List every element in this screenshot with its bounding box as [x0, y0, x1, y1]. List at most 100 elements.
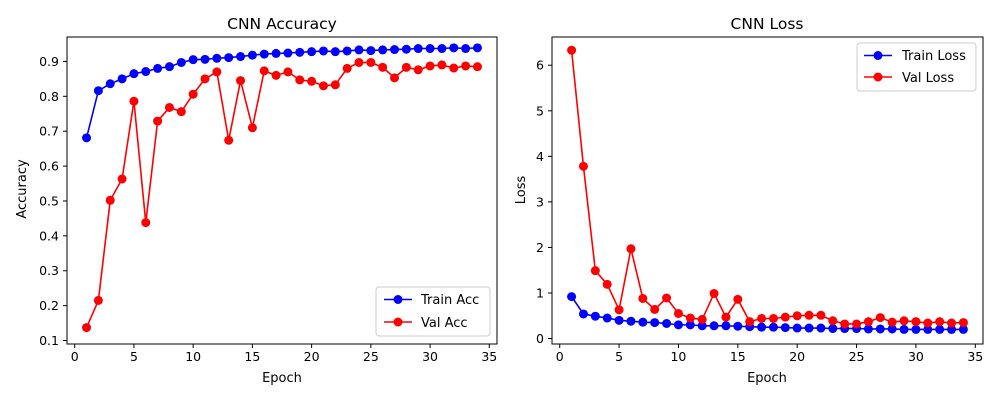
loss-train-loss-line: [570, 296, 964, 331]
acc-train-acc-point: [271, 48, 281, 58]
acc-train-acc-point: [141, 67, 151, 77]
acc-val-acc-point: [330, 80, 340, 90]
acc-val-acc-point: [378, 62, 388, 72]
acc-val-acc-point: [105, 195, 115, 205]
loss-val-loss-point: [650, 304, 660, 314]
loss-legend: Train Loss Val Loss: [856, 42, 977, 92]
loss-train-loss-point: [685, 320, 695, 330]
loss-train-loss-point: [662, 319, 672, 329]
acc-val-acc-point: [236, 76, 246, 86]
loss-val-loss-point: [840, 319, 850, 329]
loss-val-loss-point: [899, 316, 909, 326]
acc-train-acc-point: [188, 55, 198, 65]
acc-train-acc-point: [307, 47, 317, 57]
loss-val-loss-point: [638, 293, 648, 303]
accuracy-plot-frame: [66, 36, 498, 345]
acc-train-acc-point: [437, 44, 447, 54]
acc-val-acc-line: [85, 61, 478, 328]
acc-train-acc-point: [330, 47, 340, 57]
acc-y-tick-label: 0.2: [39, 298, 59, 313]
loss-train-loss-point: [614, 315, 624, 325]
loss-val-loss-point: [567, 45, 577, 55]
loss-train-loss-point: [947, 324, 957, 334]
acc-x-tick-label: 15: [244, 349, 260, 364]
acc-x-tick-label: 25: [363, 349, 379, 364]
loss-train-loss-point: [626, 316, 636, 326]
acc-val-acc-point: [283, 67, 293, 77]
loss-train-loss-point: [578, 309, 588, 319]
acc-val-acc-point: [141, 218, 151, 228]
loss-train-loss-point: [780, 323, 790, 333]
acc-train-acc-point: [224, 53, 234, 63]
acc-val-acc-point: [224, 135, 234, 145]
acc-val-acc-point: [413, 65, 423, 75]
loss-x-tick-label: 30: [908, 349, 924, 364]
acc-y-tick-label: 0.3: [39, 263, 59, 278]
acc-train-acc-point: [318, 46, 328, 56]
loss-val-loss-point: [887, 317, 897, 327]
loss-x-tick-label: 5: [615, 349, 623, 364]
acc-val-acc-point: [212, 67, 222, 77]
loss-val-loss-point: [709, 288, 719, 298]
loss-val-loss-point: [721, 312, 731, 322]
loss-train-loss-point: [602, 313, 612, 323]
loss-x-tick-label: 20: [789, 349, 805, 364]
loss-x-tick-label: 0: [556, 349, 564, 364]
loss-train-loss-point: [650, 318, 660, 328]
loss-val-loss-point: [768, 313, 778, 323]
loss-x-axis-label: Epoch: [747, 371, 787, 386]
acc-val-acc-point: [366, 57, 376, 67]
loss-val-loss-point: [673, 308, 683, 318]
accuracy-legend: Train Acc Val Acc: [375, 286, 491, 337]
loss-val-loss-point: [863, 317, 873, 327]
acc-train-acc-point: [295, 47, 305, 57]
loss-val-loss-point: [697, 314, 707, 324]
loss-train-loss-point: [863, 324, 873, 334]
loss-val-loss-point: [875, 313, 885, 323]
acc-train-acc-point: [93, 86, 103, 96]
acc-val-acc-point: [259, 66, 269, 76]
acc-val-acc-point: [307, 76, 317, 86]
loss-legend-train-marker: [873, 51, 883, 60]
acc-y-tick-label: 0.4: [39, 228, 59, 243]
acc-val-acc-point: [247, 123, 257, 133]
loss-train-loss-point: [875, 324, 885, 334]
acc-train-acc-point: [425, 44, 435, 54]
loss-train-loss-point: [709, 321, 719, 331]
loss-train-loss-point: [768, 322, 778, 332]
acc-y-tick-label: 0.6: [39, 159, 59, 174]
acc-val-acc-point: [82, 323, 92, 333]
acc-train-acc-point: [200, 54, 210, 64]
acc-train-acc-point: [472, 43, 482, 53]
loss-y-tick-label: 5: [536, 103, 544, 118]
loss-val-loss-point: [804, 310, 814, 320]
accuracy-legend-train-marker: [393, 295, 403, 304]
loss-train-loss-point: [733, 321, 743, 331]
acc-train-acc-point: [117, 74, 127, 84]
loss-val-loss-point: [685, 313, 695, 323]
acc-train-acc-point: [153, 63, 163, 73]
loss-train-loss-point: [887, 324, 897, 334]
acc-train-acc-point: [390, 45, 400, 55]
loss-y-tick-label: 4: [536, 149, 544, 164]
acc-val-acc-point: [472, 62, 482, 72]
acc-x-tick-label: 10: [185, 349, 201, 364]
loss-chart-title: CNN Loss: [731, 15, 804, 33]
loss-legend-train-label: Train Loss: [901, 49, 966, 64]
acc-train-acc-point: [164, 62, 174, 72]
loss-train-loss-point: [958, 324, 968, 334]
acc-train-acc-point: [176, 57, 186, 67]
loss-train-loss-point: [697, 321, 707, 331]
loss-train-loss-point: [792, 323, 802, 333]
loss-train-loss-point: [721, 321, 731, 331]
acc-train-acc-point: [283, 48, 293, 58]
acc-val-acc-point: [401, 62, 411, 72]
acc-y-tick-label: 0.7: [39, 124, 59, 139]
acc-y-tick-label: 0.5: [39, 193, 59, 208]
loss-val-loss-point: [602, 279, 612, 289]
loss-val-loss-point: [792, 311, 802, 321]
loss-val-loss-point: [958, 318, 968, 328]
loss-x-tick-label: 25: [849, 349, 865, 364]
acc-val-acc-point: [390, 73, 400, 83]
